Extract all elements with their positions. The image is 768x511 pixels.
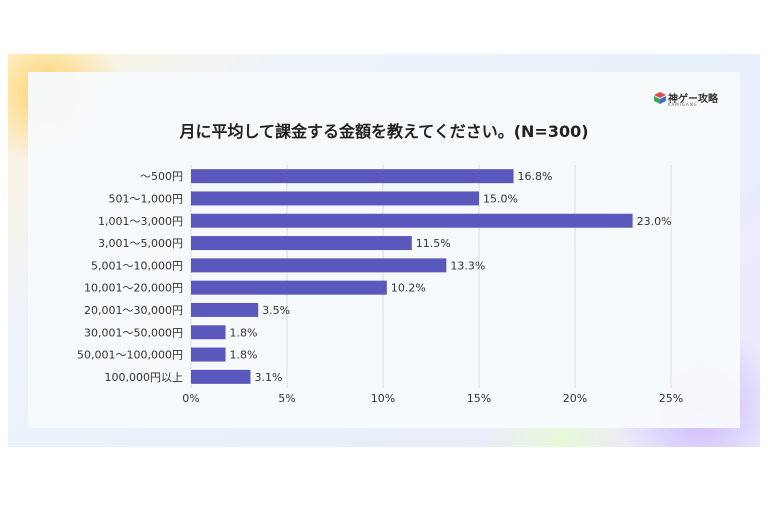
logo-subtext: KAMIGAME [668, 102, 698, 107]
category-label-4: 5,001～10,000円 [91, 259, 183, 272]
bar-0 [191, 169, 514, 184]
category-label-6: 20,001～30,000円 [84, 304, 183, 317]
category-label-9: 100,000円以上 [105, 371, 184, 384]
x-tick-label-3: 15% [467, 392, 491, 405]
value-label-0: 16.8% [518, 170, 553, 183]
value-label-7: 1.8% [230, 326, 258, 339]
bar-2 [191, 213, 633, 228]
x-tick-label-4: 20% [563, 392, 587, 405]
category-label-3: 3,001～5,000円 [98, 237, 183, 250]
value-label-4: 13.3% [450, 259, 485, 272]
value-label-8: 1.8% [230, 349, 258, 362]
bar-3 [191, 236, 412, 251]
bar-5 [191, 280, 387, 295]
category-label-5: 10,001～20,000円 [84, 282, 183, 295]
x-tick-label-2: 10% [371, 392, 395, 405]
bar-6 [191, 302, 259, 317]
logo-icon [654, 92, 666, 104]
category-label-0: ～500円 [140, 170, 183, 183]
value-label-9: 3.1% [255, 371, 283, 384]
value-label-6: 3.5% [262, 304, 290, 317]
category-label-2: 1,001～3,000円 [98, 215, 183, 228]
value-label-2: 23.0% [637, 215, 672, 228]
value-label-5: 10.2% [391, 282, 426, 295]
bar-8 [191, 347, 226, 362]
bar-4 [191, 258, 447, 273]
category-label-7: 30,001～50,000円 [84, 326, 183, 339]
chart-title: 月に平均して課金する金額を教えてください。(N=300) [179, 122, 589, 141]
bar-7 [191, 325, 226, 340]
x-tick-label-0: 0% [182, 392, 199, 405]
bar-1 [191, 191, 479, 206]
logo-text: 神ゲー攻略 [668, 94, 718, 105]
brand-logo: 神ゲー攻略 KAMIGAME [654, 90, 744, 110]
category-label-1: 501～1,000円 [109, 192, 184, 205]
category-label-8: 50,001～100,000円 [77, 349, 183, 362]
x-tick-label-5: 25% [659, 392, 683, 405]
value-label-1: 15.0% [483, 192, 518, 205]
x-tick-label-1: 5% [278, 392, 295, 405]
value-label-3: 11.5% [416, 237, 451, 250]
bar-9 [191, 369, 251, 384]
